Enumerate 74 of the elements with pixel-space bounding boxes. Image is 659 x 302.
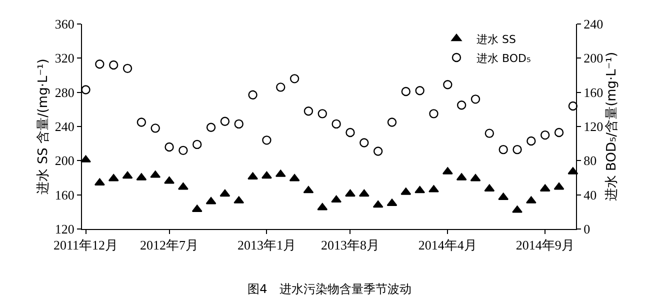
y2-tick-label: 200 [584,50,604,66]
point [136,118,146,127]
x-tick-label: 2013年8月 [320,238,380,253]
point [178,146,188,156]
point [373,146,383,156]
x-tick-label: 2012年7月 [140,238,199,253]
point [345,189,356,197]
point [234,119,244,129]
legend-label: 进水 BOD₅ [476,52,531,65]
point [346,128,355,138]
legend-label: 进水 SS [476,32,516,46]
y2-axis-title: 进水 BOD₅/含量(mg·L⁻¹) [604,52,620,202]
point [332,119,341,129]
x-tick-label: 2014年4月 [418,238,477,253]
point [220,116,230,126]
point [387,118,397,127]
point [526,136,536,146]
y2-tick-label: 240 [584,16,604,32]
point [248,90,258,100]
point [261,171,272,179]
y2-tick-label: 160 [584,84,604,100]
point [540,130,550,140]
point [443,80,452,90]
point [304,106,314,116]
point [360,138,369,148]
point [220,189,230,197]
point [122,171,133,179]
point [303,186,314,194]
point [554,128,564,138]
point [150,124,160,133]
y2-tick-label: 40 [584,187,597,202]
point [512,144,522,154]
point [331,195,342,203]
point [206,122,216,132]
y-tick-label: 160 [54,187,74,202]
point [81,85,90,94]
point [358,189,370,197]
y-tick-label: 320 [54,50,74,66]
point [568,101,578,111]
y2-tick-label: 0 [584,222,590,237]
y-tick-label: 360 [54,16,74,32]
text: 图4 进水污染物含量季节波动 [248,282,412,296]
point [290,74,300,84]
x-tick-label: 2014年9月 [516,238,574,253]
x-tick-label: 2013年1月 [237,238,296,253]
point [122,64,132,74]
point [470,94,480,104]
point [484,128,494,138]
point [80,155,91,162]
point [164,142,174,152]
point [414,186,426,194]
y-tick-label: 120 [54,222,74,237]
point [456,100,466,110]
point [109,60,118,70]
y2-tick-label: 80 [584,153,597,168]
point [512,206,522,213]
point [428,185,439,192]
point [372,200,384,208]
point [415,86,424,96]
x-tick-label: 2011年12月 [53,238,118,253]
point [164,176,174,184]
point [429,109,438,118]
point [262,136,272,145]
point [192,140,202,150]
y-tick-label: 200 [54,153,74,168]
y-tick-label: 280 [54,84,74,100]
point [498,144,508,154]
y2-tick-label: 120 [584,119,604,134]
point [276,82,286,92]
y-tick-label: 240 [54,119,74,134]
point [401,86,410,96]
point [318,109,327,118]
y-axis-title: 进水 SS 含量/(mg·L⁻¹) [36,58,51,194]
point [95,60,104,69]
